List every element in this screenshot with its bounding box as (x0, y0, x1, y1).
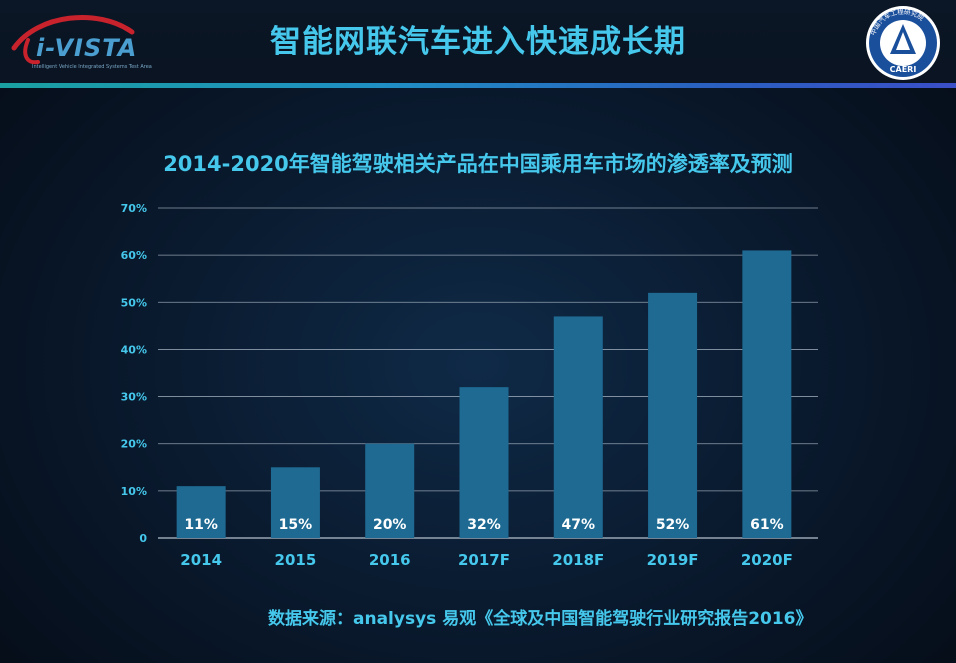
y-tick-label: 30% (121, 391, 147, 404)
x-tick-label: 2018F (552, 551, 604, 569)
bar-value-label: 11% (184, 517, 218, 533)
bar-value-label: 20% (373, 517, 407, 533)
x-tick-label: 2020F (741, 551, 793, 569)
logo-caeri-text: CAERI (890, 65, 917, 74)
ivista-logo: i-VISTA Intelligent Vehicle Integrated S… (8, 10, 152, 70)
x-tick-label: 2019F (647, 551, 699, 569)
bar (553, 316, 603, 538)
header: i-VISTA Intelligent Vehicle Integrated S… (0, 0, 956, 84)
y-tick-label: 40% (121, 343, 147, 356)
caeri-logo: 中国汽车工程研究院 CAERI (864, 4, 942, 82)
bar (176, 486, 226, 538)
bar (648, 292, 698, 538)
bar (742, 250, 792, 538)
header-divider (0, 83, 956, 88)
x-tick-label: 2014 (180, 551, 222, 569)
bar (459, 387, 509, 538)
bar-value-label: 47% (562, 517, 596, 533)
chart-title: 2014-2020年智能驾驶相关产品在中国乘用车市场的渗透率及预测 (163, 152, 793, 176)
logo-tagline: Intelligent Vehicle Integrated Systems T… (32, 64, 152, 70)
x-tick-label: 2015 (275, 551, 317, 569)
y-tick-label: 50% (121, 296, 147, 309)
y-tick-label: 60% (121, 249, 147, 262)
car-swoosh-icon (11, 14, 135, 65)
x-tick-label: 2017F (458, 551, 510, 569)
y-tick-label: 70% (121, 202, 147, 215)
data-source: 数据来源：analysys 易观《全球及中国智能驾驶行业研究报告2016》 (268, 609, 813, 629)
bar (365, 443, 415, 538)
bar-chart: 0 10% 20% 30% 40% 50% 60% 70% 11% 2014 15% 2015 20% 2… (121, 202, 818, 569)
page-title: 智能网联汽车进入快速成长期 (270, 24, 686, 60)
bar (270, 467, 320, 538)
y-tick-label: 20% (121, 438, 147, 451)
bar-value-label: 61% (750, 517, 784, 533)
y-tick-label: 10% (121, 485, 147, 498)
x-tick-label: 2016 (369, 551, 411, 569)
logo-text: i-VISTA (36, 34, 138, 62)
y-tick-label: 0 (139, 532, 147, 545)
bar-value-label: 52% (656, 517, 690, 533)
bar-value-label: 32% (467, 517, 501, 533)
bar-value-label: 15% (279, 517, 313, 533)
